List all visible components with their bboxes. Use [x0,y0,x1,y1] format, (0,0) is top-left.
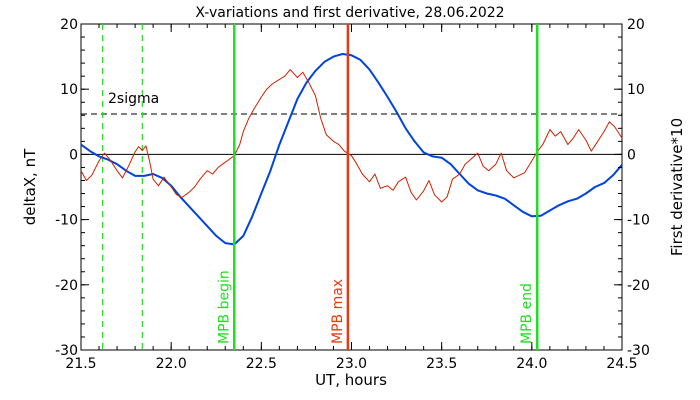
x-tick-label: 22.5 [246,356,277,372]
x-tick-label: 24.5 [606,356,637,372]
chart-title: X-variations and first derivative, 28.06… [195,5,504,21]
y-tick-label-left: -10 [55,213,78,229]
dashed-vertical-markers [102,24,143,350]
mpb-end-label: MPB end [519,283,535,344]
y-axis-title-left: deltaX, nT [21,148,39,225]
plot-frame [80,23,623,351]
y-tick-label-left: -20 [55,278,78,294]
y-tick-label-right: -20 [627,278,650,294]
x-tick-label: 23.0 [336,356,367,372]
y-tick-label-left: 0 [69,147,78,163]
y-tick-label-right: 0 [627,147,636,163]
x-tick-label: 23.5 [426,356,457,372]
boundary-markers: MPB begin MPB max MPB end [216,24,539,350]
axis-ticks: 21.5 22.0 22.5 23.0 23.5 24.0 24.5 20 10 0 -10 -20 -… [55,17,650,372]
mpb-max-label: MPB max [330,279,346,344]
x-tick-label: 24.0 [516,356,547,372]
y-tick-label-left: 10 [60,82,78,98]
deltax-series-line [80,53,623,246]
reference-lines [81,113,622,155]
y-tick-label-left: 20 [60,17,78,33]
series-layer [80,53,623,246]
y-tick-label-right: -10 [627,213,650,229]
x-tick-label: 21.5 [65,356,96,372]
mpb-begin-label: MPB begin [216,270,232,344]
y-tick-label-right: 10 [627,82,645,98]
x-axis-title: UT, hours [315,371,387,389]
y-axis-title-right: First derivative*10 [668,118,686,256]
y-tick-label-right: 20 [627,17,645,33]
sigma-label: 2sigma [108,91,159,107]
y-tick-label-left: -30 [55,343,78,359]
x-tick-label: 22.0 [156,356,187,372]
derivative-series-line [80,69,623,203]
y-tick-label-right: -30 [627,343,650,359]
